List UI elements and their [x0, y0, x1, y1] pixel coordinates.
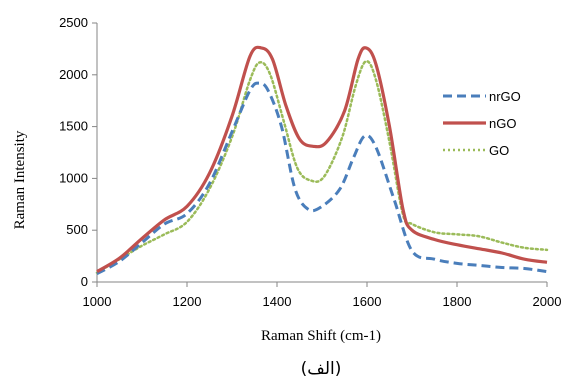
x-axis-title: Raman Shift (cm-1)	[261, 328, 381, 344]
y-tick-label: 500	[66, 222, 88, 237]
y-axis-ticks: 0 500 1000 1500 2000 2500	[59, 15, 97, 289]
series-line-ngo	[96, 45, 548, 273]
x-tick-label: 1600	[353, 294, 382, 309]
series-layer	[95, 45, 549, 276]
y-tick-label: 2500	[59, 15, 88, 30]
figure-caption: (الف)	[301, 359, 342, 379]
x-tick-label: 1800	[443, 294, 472, 309]
legend-label-go: GO	[489, 143, 509, 158]
series-line-go	[95, 60, 549, 274]
legend: nrGO nGO GO	[443, 89, 521, 158]
y-tick-label: 1500	[59, 119, 88, 134]
x-tick-label: 2000	[533, 294, 562, 309]
legend-label-nrgo: nrGO	[489, 89, 521, 104]
y-tick-label: 0	[81, 274, 88, 289]
series-line-nrgo	[96, 81, 548, 276]
x-tick-label: 1200	[173, 294, 202, 309]
y-tick-label: 2000	[59, 67, 88, 82]
y-tick-label: 1000	[59, 170, 88, 185]
x-axis-ticks: 1000 1200 1400 1600 1800 2000	[83, 282, 562, 309]
x-tick-label: 1400	[263, 294, 292, 309]
y-axis-title: Raman Intensity	[12, 130, 28, 229]
x-tick-label: 1000	[83, 294, 112, 309]
legend-label-ngo: nGO	[489, 116, 516, 131]
